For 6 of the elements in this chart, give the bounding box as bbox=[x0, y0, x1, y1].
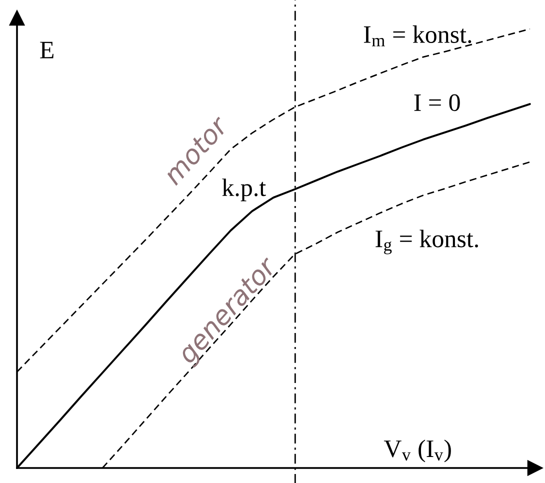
series-label: I$_{g}$ = konst. bbox=[376, 230, 478, 254]
y-axis-title: E bbox=[40, 42, 54, 58]
annotation: k.p.t bbox=[222, 178, 266, 202]
x-axis-title: V$_{v}$ (I$_{v}$) bbox=[384, 440, 451, 462]
series-label: I$_{m}$ = konst. bbox=[364, 25, 472, 46]
series-label: I = 0 bbox=[414, 94, 460, 112]
